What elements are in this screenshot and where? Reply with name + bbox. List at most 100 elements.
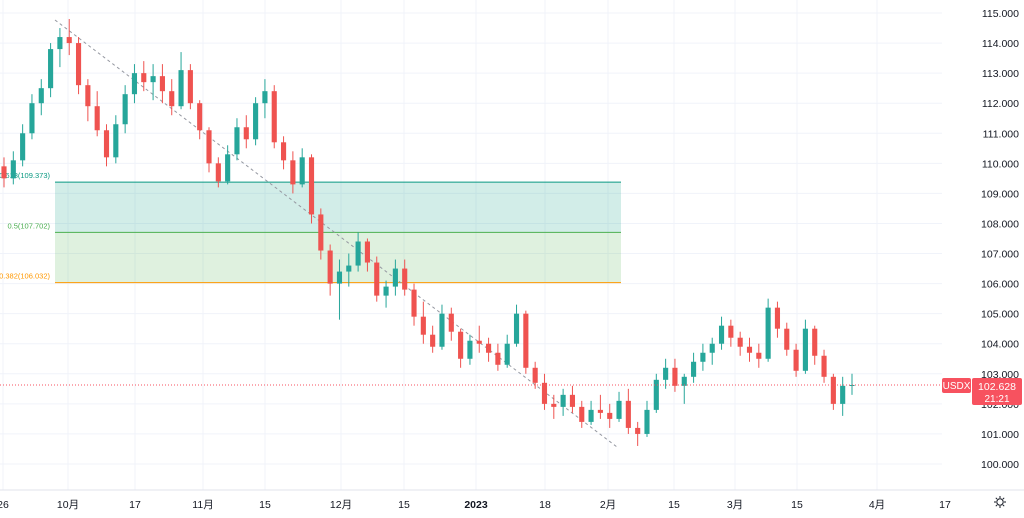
candle-body [439, 313, 445, 347]
candle-body [122, 94, 128, 125]
candle-body [411, 289, 417, 317]
candle-body [234, 127, 240, 155]
candle-body [504, 343, 510, 365]
candle-body [513, 313, 520, 344]
candle-body [66, 37, 72, 44]
candle-body [141, 73, 147, 83]
bar-countdown: 21:21 [984, 394, 1009, 405]
x-tick-label: 15 [259, 499, 271, 511]
x-tick-label: 26 [0, 499, 9, 511]
candle-body [681, 376, 687, 386]
candle-body [243, 127, 249, 140]
candle-body [830, 376, 836, 404]
candle-body [85, 85, 91, 107]
candle-body [700, 352, 706, 362]
x-tick-label: 10月 [57, 499, 79, 511]
trend-line[interactable] [54, 19, 618, 448]
candle-body [290, 160, 296, 185]
last-price-label[interactable]: USDX 102.628 21:21 [942, 378, 1022, 405]
x-tick-label: 3月 [727, 499, 743, 511]
candle-body [793, 349, 799, 371]
candle-body [383, 286, 389, 296]
x-tick-label: 2023 [464, 499, 488, 511]
fib-level-label: 0.5(107.702) [7, 221, 50, 230]
x-tick-label: 4月 [869, 499, 885, 511]
candle-body [280, 142, 287, 161]
y-tick-label: 108.000 [981, 218, 1019, 230]
candle-body [48, 49, 54, 89]
fib-level-label: 0.618(109.373) [0, 171, 51, 180]
x-tick-label: 12月 [330, 499, 352, 511]
candle-body [774, 307, 781, 329]
candle-body [262, 91, 268, 104]
candle-body [178, 70, 184, 107]
x-tick-label: 15 [668, 499, 680, 511]
candle-body [10, 160, 16, 179]
candle-body [588, 409, 594, 422]
y-tick-label: 105.000 [981, 309, 1019, 321]
candle-body [150, 76, 156, 83]
gridlines [0, 0, 942, 490]
candle-body [523, 313, 529, 368]
last-price-value: 102.628 [978, 381, 1016, 393]
candle-body [784, 328, 790, 350]
candle-body [38, 88, 44, 104]
candle-body [131, 73, 138, 95]
y-tick-label: 103.000 [981, 369, 1019, 381]
symbol-label: USDX [943, 381, 971, 392]
candle-body [532, 367, 538, 383]
candle-body [318, 214, 324, 251]
candle-body [467, 340, 473, 359]
candle-body [812, 328, 818, 356]
candle-body [206, 130, 212, 164]
candle-body [756, 352, 762, 359]
x-tick-label: 18 [539, 499, 551, 511]
candle-body [746, 346, 753, 353]
candle-body [840, 385, 846, 404]
candle-body [420, 316, 426, 335]
time-axis[interactable]: 26 10月 17 11月 15 12月 15 2023 18 2月 15 3月 15 4月 17 [0, 489, 1024, 511]
price-badge [972, 378, 1022, 405]
candle-body [57, 37, 63, 50]
candle-body [728, 325, 734, 338]
candle-body [346, 265, 352, 272]
candle-body [336, 271, 343, 284]
y-tick-label: 104.000 [981, 339, 1019, 351]
x-tick-label: 11月 [192, 499, 213, 511]
candle-body [625, 400, 631, 428]
candle-body [430, 334, 436, 347]
candle-body [103, 130, 110, 158]
candle-body [644, 409, 650, 434]
candle-body [635, 427, 641, 434]
price-axis[interactable]: 115.000 114.000 113.000 112.000 111.000 110.0… [981, 8, 1019, 471]
candle-body [653, 379, 659, 410]
candle-body [737, 337, 743, 347]
x-tick-label: 17 [129, 499, 141, 511]
candle-body [20, 133, 26, 161]
y-tick-label: 109.000 [981, 188, 1019, 200]
candle-body [327, 250, 333, 284]
fib-zone-upper [55, 182, 621, 233]
y-tick-label: 107.000 [981, 249, 1019, 261]
candle-body [215, 163, 221, 182]
candle-body [29, 103, 35, 134]
candle-body [821, 355, 827, 377]
candle-body [392, 268, 398, 287]
candle-body [458, 331, 464, 359]
candle-body [75, 43, 82, 86]
x-tick-label: 15 [398, 499, 410, 511]
y-tick-label: 113.000 [982, 68, 1019, 80]
candle-body [579, 406, 585, 422]
candle-body [616, 400, 622, 419]
candle-body [187, 70, 193, 104]
candle-body [486, 343, 492, 353]
settings-gear-icon[interactable] [994, 496, 1006, 508]
candle-body [551, 403, 557, 407]
candle-body [364, 241, 370, 263]
candle-body [374, 262, 380, 296]
x-tick-label: 2月 [600, 499, 616, 511]
y-tick-label: 111.000 [983, 128, 1020, 140]
y-tick-label: 101.000 [981, 429, 1019, 441]
